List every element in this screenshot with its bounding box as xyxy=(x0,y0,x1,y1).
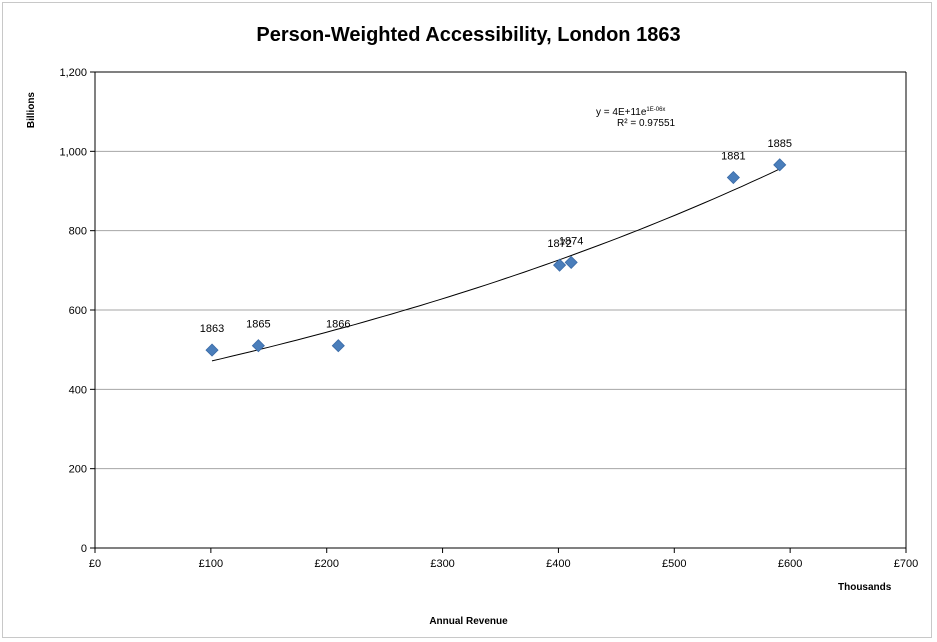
chart-title: Person-Weighted Accessibility, London 18… xyxy=(256,24,681,46)
y-tick-label: 400 xyxy=(69,384,87,396)
x-tick-label: £200 xyxy=(314,558,338,570)
y-tick-label: 200 xyxy=(69,464,87,476)
x-tick-label: £700 xyxy=(894,558,918,570)
x-tick-label: £500 xyxy=(662,558,686,570)
x-tick-label: £600 xyxy=(778,558,802,570)
y-tick-label: 800 xyxy=(69,226,87,238)
data-point-marker xyxy=(331,339,345,353)
y-tick-label: 1,000 xyxy=(59,146,87,158)
data-point-label: 1865 xyxy=(246,319,270,331)
trendline-r-squared: R² = 0.97551 xyxy=(617,118,676,129)
trendline-equation: y = 4E+11e1E-06x xyxy=(596,103,665,120)
y-tick-label: 600 xyxy=(69,305,87,317)
data-point-label: 1885 xyxy=(767,138,791,150)
data-point-label: 1874 xyxy=(559,235,583,247)
x-tick-label: £0 xyxy=(89,558,101,570)
data-point-marker xyxy=(251,339,265,353)
data-point-marker xyxy=(726,170,740,185)
y-tick-label: 1,200 xyxy=(59,67,87,79)
x-tick-label: £400 xyxy=(546,558,570,570)
data-point-marker xyxy=(205,343,219,357)
data-point-label: 1863 xyxy=(200,323,224,335)
trendline-equation-exponent: 1E-06x xyxy=(646,107,666,113)
data-point-marker xyxy=(553,258,567,272)
x-axis-units-label: Thousands xyxy=(838,582,892,593)
data-point-marker xyxy=(773,158,787,172)
x-tick-label: £300 xyxy=(430,558,454,570)
trendline xyxy=(211,168,780,362)
x-axis-label: Annual Revenue xyxy=(429,616,508,627)
x-tick-label: £100 xyxy=(199,558,223,570)
data-point-label: 1866 xyxy=(326,319,350,331)
data-point-label: 1881 xyxy=(721,151,745,163)
trendline-equation-base: y = 4E+11e xyxy=(596,107,647,118)
data-point-marker xyxy=(564,255,578,269)
data-point-label: 1872 xyxy=(547,238,571,250)
y-tick-label: 0 xyxy=(81,543,87,555)
